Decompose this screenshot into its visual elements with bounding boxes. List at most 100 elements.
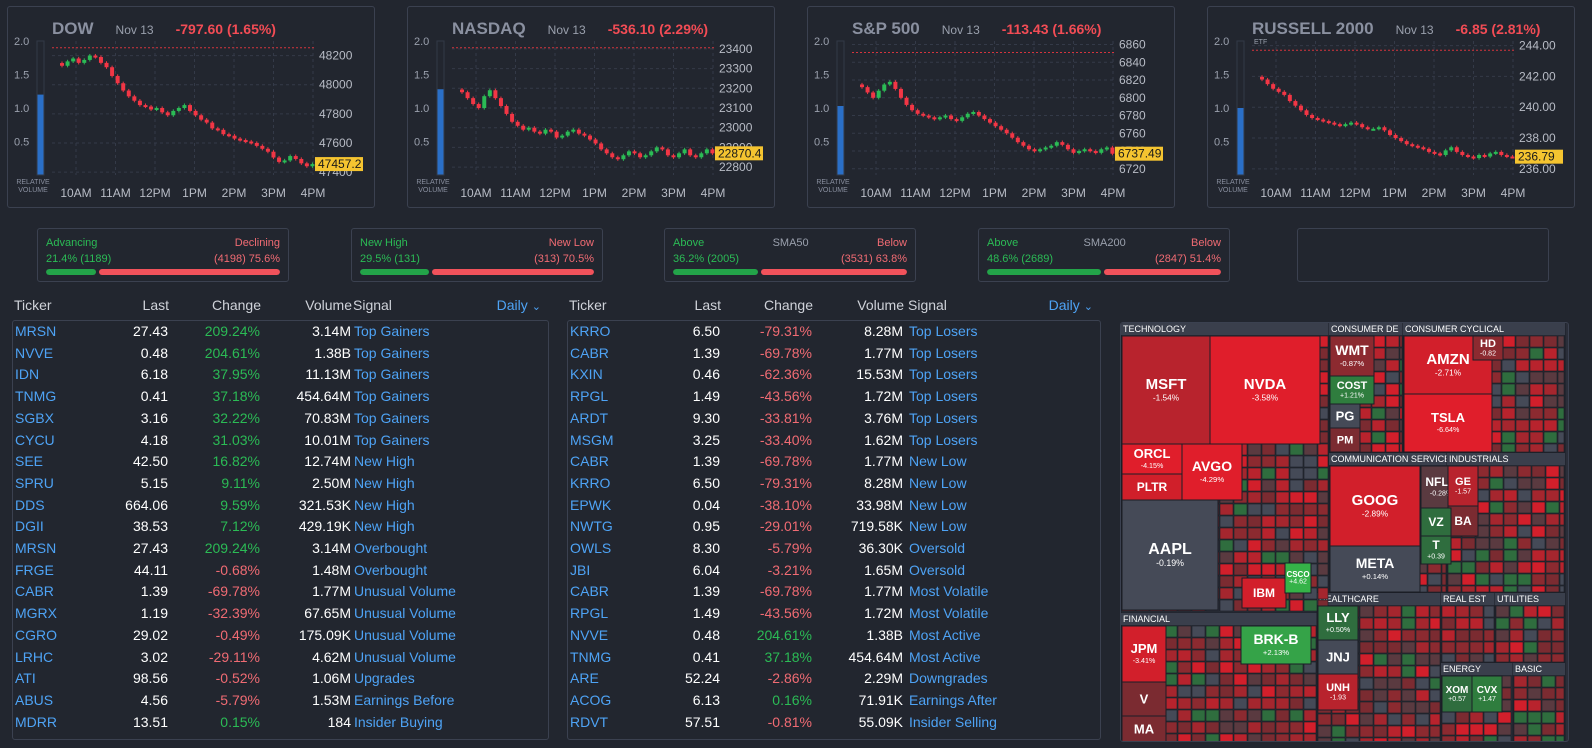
ticker-link[interactable]: EPWK — [570, 496, 612, 513]
ticker-link[interactable]: FRGE — [15, 561, 54, 578]
table-row[interactable]: CYCU 4.18 31.03% 10.01M Top Gainers — [13, 430, 548, 452]
table-row[interactable]: MSGM 3.25 -33.40% 1.62M Top Losers — [568, 430, 1100, 452]
signal-link[interactable]: Top Losers — [909, 366, 978, 383]
signal-link[interactable]: Top Losers — [909, 409, 978, 426]
ticker-link[interactable]: RPGL — [570, 388, 609, 405]
table-row[interactable]: ARDT 9.30 -33.81% 3.76M Top Losers — [568, 408, 1100, 430]
signal-link[interactable]: Most Volatile — [909, 583, 989, 600]
table-row[interactable]: ABUS 4.56 -5.79% 1.53M Earnings Before — [13, 690, 548, 712]
table-row[interactable]: CGRO 29.02 -0.49% 175.09K Unusual Volume — [13, 625, 548, 647]
signal-link[interactable]: Overbought — [354, 561, 428, 578]
table-row[interactable]: TNMG 0.41 37.18% 454.64M Top Gainers — [13, 386, 548, 408]
signal-link[interactable]: Unusual Volume — [354, 648, 456, 665]
index-chart[interactable]: 2.0 1.5 1.0 0.5 244.00 242.00 240.00 238.00 236.… — [1208, 7, 1576, 209]
index-card-russell-2000[interactable]: RUSSELL 2000 Nov 13 -6.85 (2.81%) ETF 2.0 1.5… — [1207, 6, 1575, 208]
signal-link[interactable]: Most Active — [909, 648, 981, 665]
table-row[interactable]: OWLS 8.30 -5.79% 36.30K Oversold — [568, 538, 1100, 560]
table-row[interactable]: NWTG 0.95 -29.01% 719.58K New Low — [568, 516, 1100, 538]
table-row[interactable]: DDS 664.06 9.59% 321.53K New High — [13, 495, 548, 517]
ticker-link[interactable]: IDN — [15, 366, 40, 383]
period-dropdown[interactable]: Daily ⌄ — [1049, 297, 1093, 313]
signal-link[interactable]: New High — [354, 453, 415, 470]
period-dropdown[interactable]: Daily ⌄ — [497, 297, 541, 313]
signal-link[interactable]: Unusual Volume — [354, 605, 456, 622]
signal-link[interactable]: New High — [354, 518, 415, 535]
signal-link[interactable]: New Low — [909, 453, 967, 470]
ticker-link[interactable]: CABR — [15, 583, 54, 600]
index-chart[interactable]: 2.01.51.00.54820048000478004760047400474… — [8, 7, 376, 209]
signal-link[interactable]: New Low — [909, 518, 967, 535]
signal-link[interactable]: Top Gainers — [354, 323, 430, 339]
table-row[interactable]: KXIN 0.46 -62.36% 15.53M Top Losers — [568, 364, 1100, 386]
ticker-link[interactable]: CABR — [570, 453, 609, 470]
ticker-link[interactable]: SEE — [15, 453, 44, 470]
table-row[interactable]: KRRO 6.50 -79.31% 8.28M Top Losers — [568, 321, 1100, 343]
table-row[interactable]: FRGE 44.11 -0.68% 1.48M Overbought — [13, 560, 548, 582]
table-row[interactable]: JBI 6.04 -3.21% 1.65M Oversold — [568, 560, 1100, 582]
table-row[interactable]: RPGL 1.49 -43.56% 1.72M Most Volatile — [568, 603, 1100, 625]
signal-link[interactable]: New Low — [909, 474, 967, 491]
signal-link[interactable]: Top Gainers — [354, 366, 430, 383]
signal-link[interactable]: Overbought — [354, 540, 428, 556]
table-row[interactable]: MRSN 27.43 209.24% 3.14M Overbought — [13, 538, 548, 560]
ticker-link[interactable]: CYCU — [15, 431, 55, 448]
signal-link[interactable]: Insider Buying — [354, 713, 443, 730]
ticker-link[interactable]: NVVE — [570, 626, 609, 643]
signal-link[interactable]: Unusual Volume — [354, 583, 456, 600]
table-row[interactable]: SPRU 5.15 9.11% 2.50M New High — [13, 473, 548, 495]
signal-link[interactable]: Top Losers — [909, 388, 978, 405]
signal-link[interactable]: New High — [354, 496, 415, 513]
table-row[interactable]: SEE 42.50 16.82% 12.74M New High — [13, 451, 548, 473]
ticker-link[interactable]: DDS — [15, 496, 45, 513]
table-row[interactable]: CABR 1.39 -69.78% 1.77M New Low — [568, 451, 1100, 473]
signal-link[interactable]: Insider Selling — [909, 713, 997, 730]
index-card-dow[interactable]: DOW Nov 13 -797.60 (1.65%) 2.0 1.5 1.0 0.5 4820… — [7, 6, 375, 208]
signal-link[interactable]: Unusual Volume — [354, 626, 456, 643]
ticker-link[interactable]: CABR — [570, 583, 609, 600]
ticker-link[interactable]: TNMG — [570, 648, 612, 665]
signal-link[interactable]: Oversold — [909, 561, 966, 578]
ticker-link[interactable]: MGRX — [15, 605, 57, 622]
signal-link[interactable]: Top Losers — [909, 344, 978, 361]
ticker-link[interactable]: KRRO — [570, 474, 611, 491]
ticker-link[interactable]: CABR — [570, 344, 609, 361]
ticker-link[interactable]: LRHC — [15, 648, 54, 665]
ticker-link[interactable]: KXIN — [570, 366, 603, 383]
signal-link[interactable]: Earnings After — [909, 691, 997, 708]
ticker-link[interactable]: KRRO — [570, 323, 611, 339]
market-heatmap[interactable]: TECHNOLOGY CONSUMER DE CONSUMER CYCLICAL CO… — [1120, 322, 1569, 742]
table-row[interactable]: CABR 1.39 -69.78% 1.77M Most Volatile — [568, 581, 1100, 603]
table-row[interactable]: IDN 6.18 37.95% 11.13M Top Gainers — [13, 364, 548, 386]
signal-link[interactable]: Earnings Before — [354, 691, 455, 708]
table-row[interactable]: KRRO 6.50 -79.31% 8.28M New Low — [568, 473, 1100, 495]
table-row[interactable]: RPGL 1.49 -43.56% 1.72M Top Losers — [568, 386, 1100, 408]
signal-link[interactable]: Top Gainers — [354, 388, 430, 405]
ticker-link[interactable]: ARDT — [570, 409, 609, 426]
table-row[interactable]: TNMG 0.41 37.18% 454.64M Most Active — [568, 647, 1100, 669]
ticker-link[interactable]: OWLS — [570, 540, 612, 556]
ticker-link[interactable]: DGII — [15, 518, 44, 535]
table-row[interactable]: NVVE 0.48 204.61% 1.38B Most Active — [568, 625, 1100, 647]
signal-link[interactable]: Oversold — [909, 540, 966, 556]
ticker-link[interactable]: MRSN — [15, 540, 57, 556]
table-row[interactable]: RDVT 57.51 -0.81% 55.09K Insider Selling — [568, 712, 1100, 734]
table-row[interactable]: SGBX 3.16 32.22% 70.83M Top Gainers — [13, 408, 548, 430]
ticker-link[interactable]: ARE — [570, 670, 599, 687]
index-chart[interactable]: 2.01.51.00.52340023300232002310023000229… — [408, 7, 776, 209]
table-row[interactable]: LRHC 3.02 -29.11% 4.62M Unusual Volume — [13, 647, 548, 669]
signal-link[interactable]: New Low — [909, 496, 967, 513]
signal-link[interactable]: Top Gainers — [354, 431, 430, 448]
ticker-link[interactable]: MRSN — [15, 323, 57, 339]
signal-link[interactable]: Top Losers — [909, 431, 978, 448]
ticker-link[interactable]: NWTG — [570, 518, 613, 535]
table-row[interactable]: MGRX 1.19 -32.39% 67.65M Unusual Volume — [13, 603, 548, 625]
signal-link[interactable]: Top Gainers — [354, 409, 430, 426]
index-card-s-p-500[interactable]: S&P 500 Nov 13 -113.43 (1.66%) 2.0 1.5 1.0 0.5… — [807, 6, 1175, 208]
ticker-link[interactable]: ACOG — [570, 691, 612, 708]
signal-link[interactable]: Most Volatile — [909, 605, 989, 622]
table-row[interactable]: EPWK 0.04 -38.10% 33.98M New Low — [568, 495, 1100, 517]
table-row[interactable]: NVVE 0.48 204.61% 1.38B Top Gainers — [13, 343, 548, 365]
ticker-link[interactable]: RPGL — [570, 605, 609, 622]
index-chart[interactable]: 2.01.51.00.56860684068206800678067606740… — [808, 7, 1176, 209]
table-row[interactable]: ATI 98.56 -0.52% 1.06M Upgrades — [13, 668, 548, 690]
